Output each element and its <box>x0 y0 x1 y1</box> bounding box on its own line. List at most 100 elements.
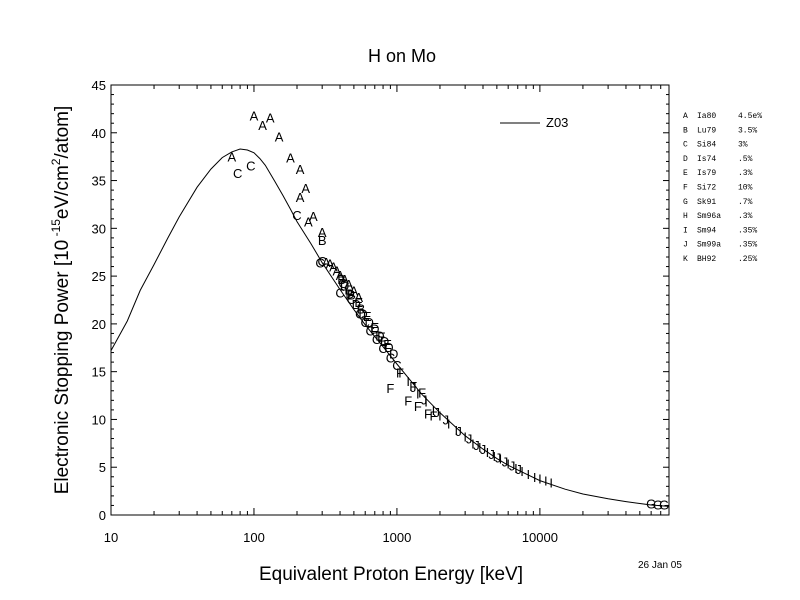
data-point-c: C <box>355 306 364 321</box>
data-point-i: I <box>506 456 510 471</box>
data-point-c: C <box>347 292 356 307</box>
data-point-c: C <box>361 315 370 330</box>
data-point-i: I <box>533 470 537 485</box>
curve-legend-label: Z03 <box>546 115 568 130</box>
legend-ref: Si72 <box>697 184 716 193</box>
data-point-c: C <box>233 166 242 181</box>
legend-err: .35% <box>738 241 757 250</box>
legend-key: G <box>683 198 688 207</box>
y-tick-label: 30 <box>92 221 106 236</box>
y-tick-label: 25 <box>92 269 106 284</box>
data-point-j: J <box>434 405 441 420</box>
data-point-d: D <box>389 347 398 362</box>
legend-ref: Is74 <box>697 155 716 164</box>
data-point-i: I <box>454 423 458 438</box>
data-point-d: D <box>375 328 384 343</box>
data-point-a: A <box>322 255 331 270</box>
legend-ref: Ia80 <box>697 112 716 121</box>
y-axis-label-superscript: 2 <box>49 158 63 165</box>
chart-title: H on Mo <box>368 46 436 66</box>
data-point-i: I <box>493 449 497 464</box>
y-axis-label: Electronic Stopping Power [10 -15eV/cm2/… <box>49 106 73 495</box>
legend-err: .25% <box>738 255 757 264</box>
y-axis-label-prefix: Electronic Stopping Power [10 <box>52 240 73 495</box>
data-point-c: C <box>386 350 395 365</box>
legend-ref: Sm96a <box>697 212 721 221</box>
z03-curve <box>110 148 670 507</box>
data-point-f: F <box>414 399 422 414</box>
data-point-b: B <box>357 302 366 317</box>
data-point-d: D <box>365 315 374 330</box>
y-axis-label-suffix: /atom] <box>52 106 73 159</box>
data-point-j: J <box>421 392 428 407</box>
data-point-a: A <box>340 272 349 287</box>
y-axis: 0 5 10 15 20 25 30 35 40 45 <box>92 78 669 523</box>
x-tick-label: 100 <box>243 530 265 545</box>
data-point-d: D <box>358 306 367 321</box>
legend-key: F <box>683 184 688 193</box>
data-point-f: F <box>409 379 417 394</box>
data-point-a: A <box>344 277 353 292</box>
y-tick-label: 40 <box>92 126 106 141</box>
data-point-f: F <box>418 386 426 401</box>
legend-key: I <box>683 226 688 235</box>
curve-legend: Z03 <box>500 115 568 130</box>
data-point-e: E <box>370 320 379 335</box>
y-tick-label: 15 <box>92 365 106 380</box>
data-point-b: B <box>347 287 356 302</box>
data-point-c: C <box>317 254 326 269</box>
date-stamp: 26 Jan 05 <box>638 560 682 571</box>
data-point-d: D <box>340 279 349 294</box>
data-point-a: A <box>296 190 305 205</box>
legend-err: .3% <box>738 169 753 178</box>
legend-key: D <box>683 155 688 164</box>
data-point-c: C <box>338 276 347 291</box>
legend-key: B <box>683 126 688 135</box>
legend-ref: Sm99a <box>697 241 721 250</box>
data-point-j: J <box>488 447 495 462</box>
data-point-i: I <box>549 476 553 491</box>
data-point-d: D <box>384 340 393 355</box>
legend-err: 4.5e% <box>738 112 762 121</box>
data-point-a: A <box>227 150 236 165</box>
data-point-j: J <box>466 432 473 447</box>
data-point-i: I <box>416 387 420 402</box>
y-axis-label-exponent: -15 <box>49 219 63 240</box>
data-point-a: A <box>266 110 275 125</box>
data-point-g: G <box>646 497 656 512</box>
data-point-c: C <box>315 256 324 271</box>
data-point-a: A <box>286 151 295 166</box>
data-point-d: D <box>380 334 389 349</box>
data-point-j: J <box>473 438 480 453</box>
x-axis: 10 100 1000 10000 <box>104 85 670 545</box>
legend-ref: Sk91 <box>697 198 716 207</box>
legend-err: 10% <box>738 184 753 193</box>
data-point-c: C <box>292 208 301 223</box>
x-tick-label: 1000 <box>382 530 411 545</box>
y-tick-label: 45 <box>92 78 106 93</box>
legend-err: .7% <box>738 198 753 207</box>
data-point-j: J <box>410 380 417 395</box>
data-point-a: A <box>350 283 359 298</box>
data-point-b: B <box>337 272 346 287</box>
legend-key: E <box>683 169 688 178</box>
legend-err: .3% <box>738 212 753 221</box>
data-point-b: B <box>318 233 327 248</box>
data-point-c: C <box>335 285 344 300</box>
x-axis-label: Equivalent Proton Energy [keV] <box>259 564 523 585</box>
data-point-i: I <box>471 436 475 451</box>
data-point-e: E <box>377 329 386 344</box>
data-point-a: A <box>326 257 335 272</box>
data-point-e: E <box>363 309 372 324</box>
y-tick-label: 5 <box>99 460 106 475</box>
data-point-a: A <box>301 181 310 196</box>
data-point-f: F <box>386 381 394 396</box>
data-point-a: A <box>258 118 267 133</box>
data-point-e: E <box>383 337 392 352</box>
data-point-e: E <box>344 282 353 297</box>
data-point-j: J <box>502 454 509 469</box>
data-point-i: I <box>406 374 410 389</box>
legend-key: J <box>683 241 688 250</box>
legend-err: 3.5% <box>738 126 757 135</box>
